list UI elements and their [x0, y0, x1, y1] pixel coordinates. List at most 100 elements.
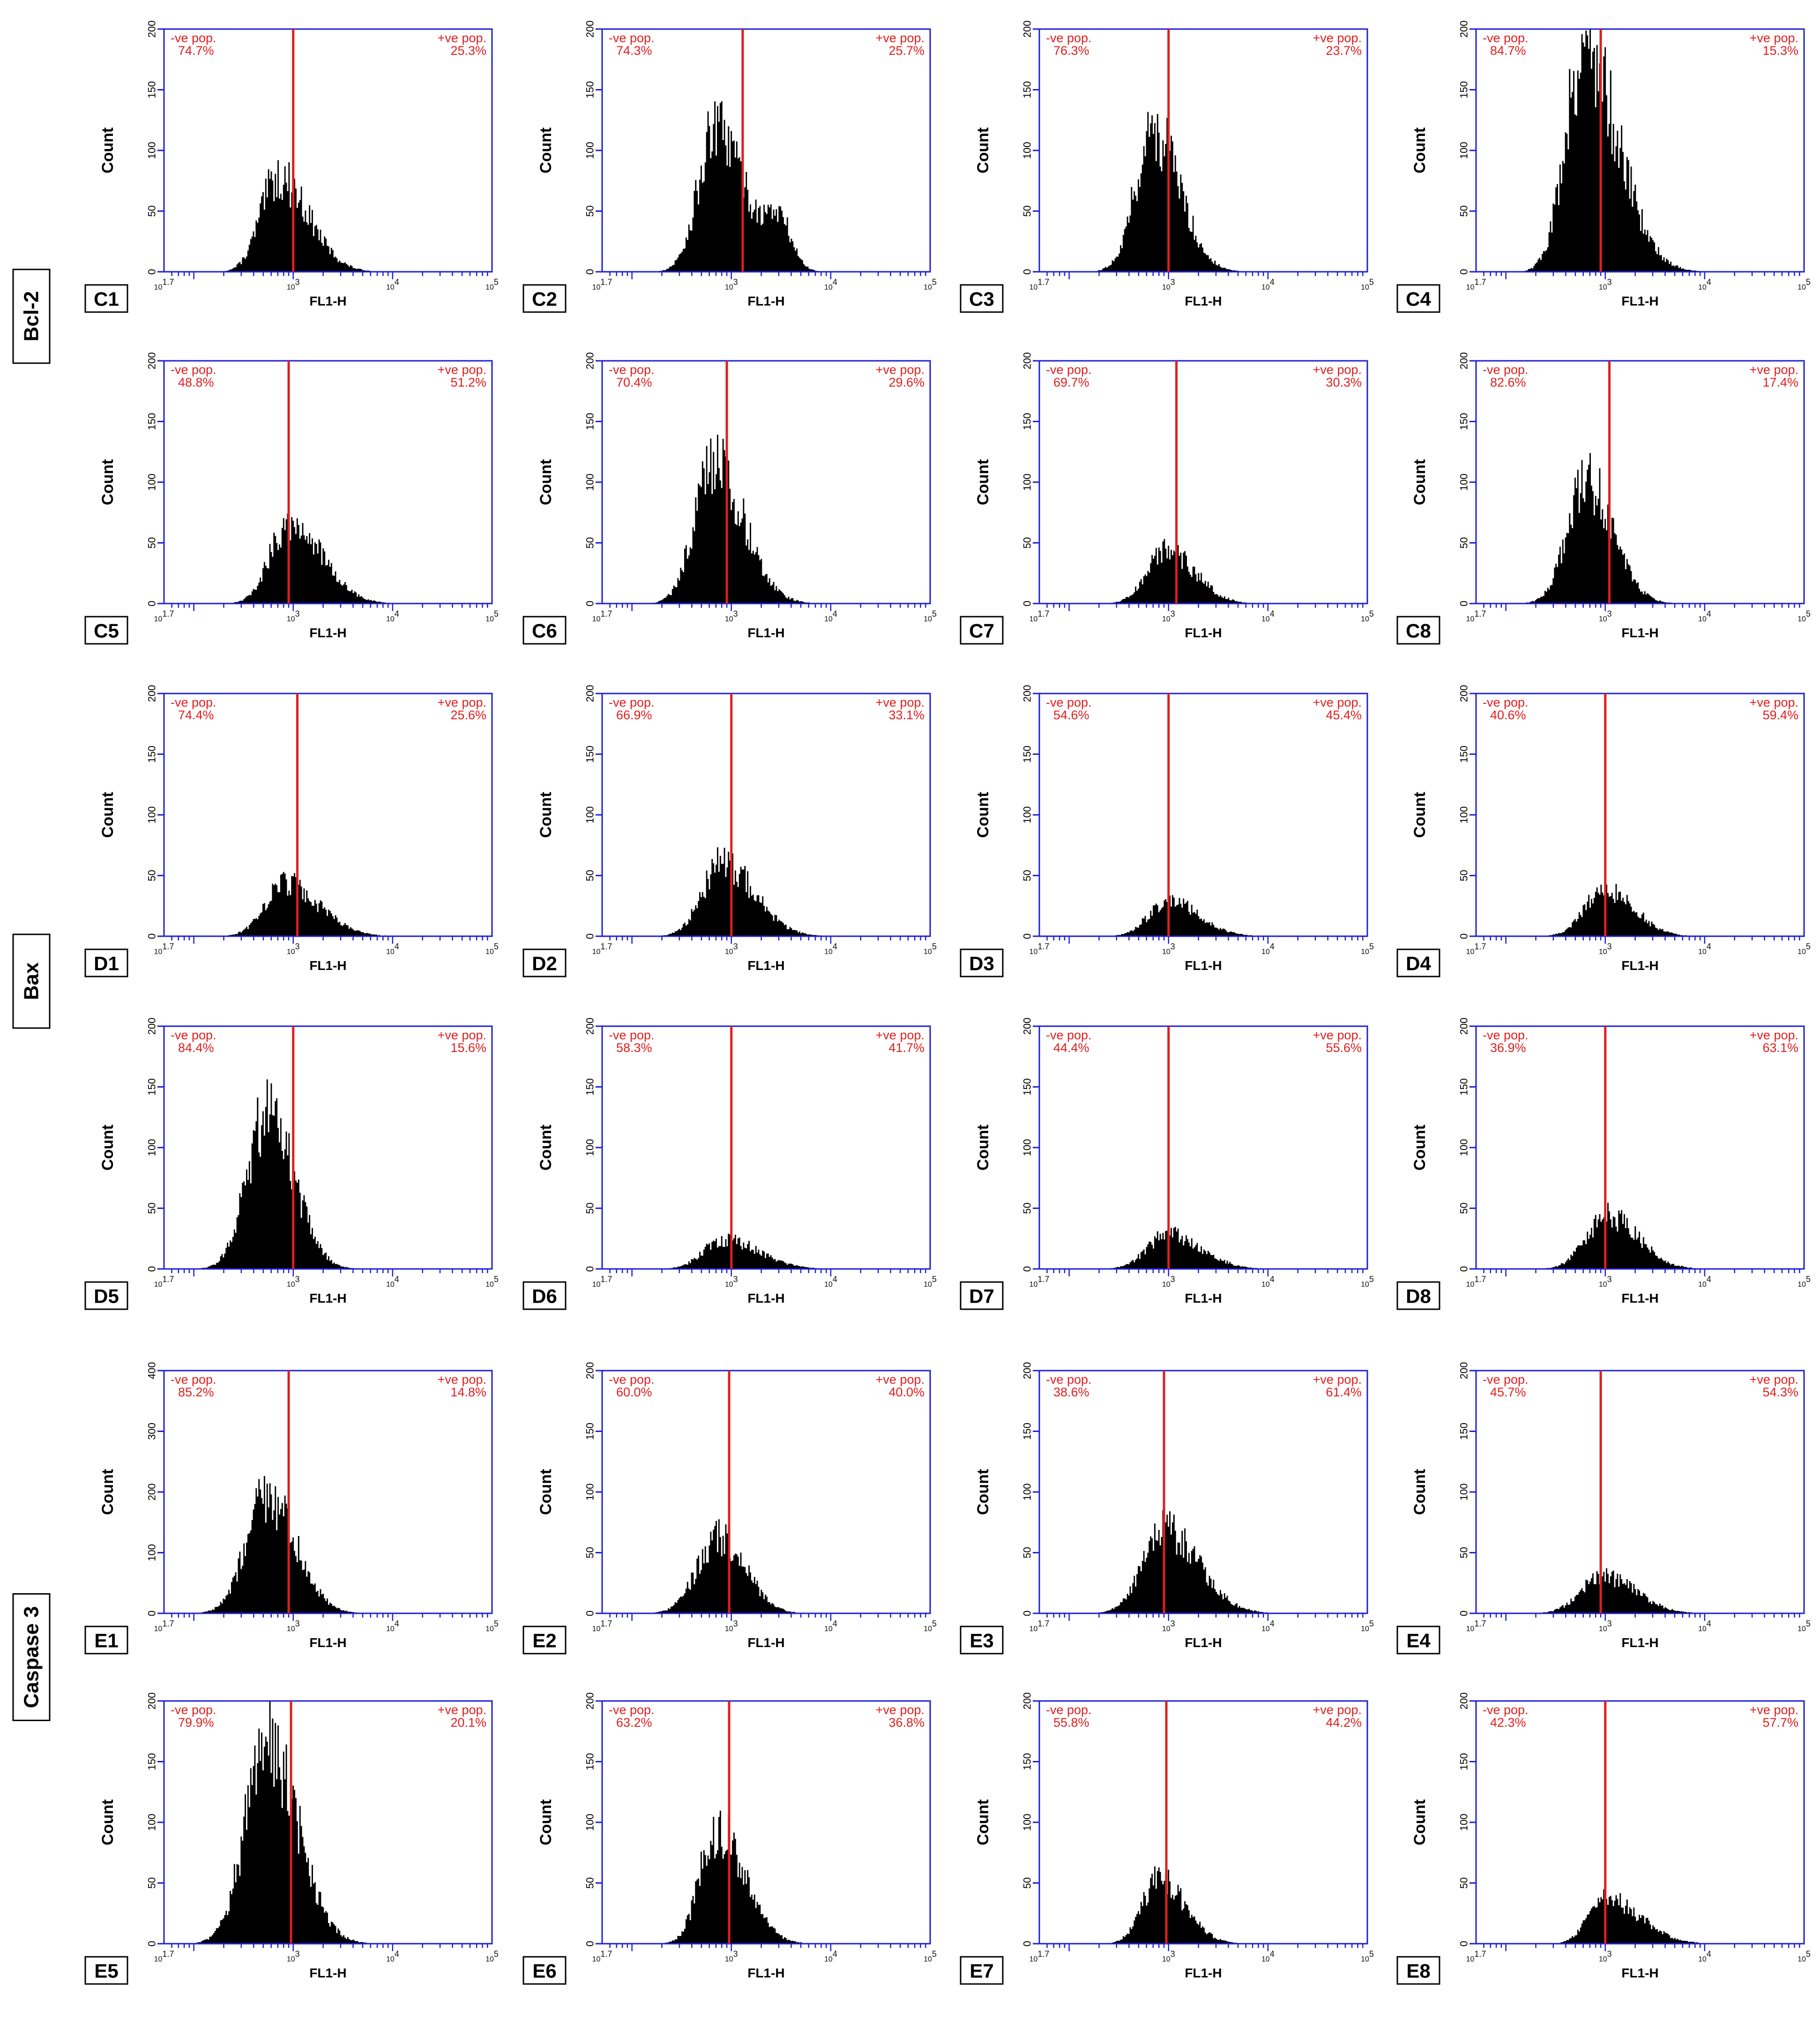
y-tick-label: 100 — [1458, 474, 1470, 491]
row-group-2: Caspase 3 — [12, 1593, 51, 1721]
y-axis-label: Count — [974, 459, 992, 505]
pos-pop-percent: 25.6% — [450, 708, 486, 722]
x-axis-label: FL1-H — [1185, 1291, 1222, 1305]
panel-id-label: E6 — [532, 1960, 556, 1982]
pos-pop-label: +ve pop. — [1313, 363, 1362, 377]
x-tick-label: 103 — [1162, 609, 1175, 623]
y-tick-label: 50 — [1458, 205, 1470, 216]
x-tick-label: 101.7 — [592, 1275, 612, 1289]
x-tick-label: 103 — [287, 277, 300, 291]
x-tick-label: 105 — [485, 1275, 499, 1289]
x-tick-label: 105 — [1798, 609, 1811, 623]
histogram-bars — [602, 1811, 930, 1944]
x-tick-label: 105 — [485, 942, 499, 956]
y-tick-label: 150 — [146, 1078, 158, 1096]
pos-pop-percent: 36.8% — [888, 1715, 925, 1730]
panel-id-label: E3 — [970, 1630, 993, 1652]
y-axis-label: Count — [974, 1469, 992, 1515]
y-tick-label: 200 — [146, 352, 158, 370]
x-tick-label: 103 — [1162, 1949, 1175, 1963]
neg-pop-label: -ve pop. — [1046, 363, 1092, 377]
pos-pop-percent: 57.7% — [1762, 1715, 1798, 1730]
panel-D8: 0 50 100 150 200 101.7 103 104 105 FL1-H Count -ve … — [1396, 1018, 1811, 1310]
neg-pop-percent: 42.3% — [1490, 1715, 1526, 1730]
y-tick-label: 150 — [146, 1753, 158, 1770]
panel-id-box — [522, 1281, 567, 1310]
y-tick-label: 50 — [146, 1202, 158, 1214]
neg-pop-percent: 44.4% — [1053, 1041, 1089, 1055]
x-axis-label: FL1-H — [309, 294, 346, 308]
y-tick-label: 50 — [1022, 1877, 1033, 1888]
panel-id-box — [522, 284, 567, 313]
panel-id-box — [84, 948, 128, 977]
x-tick-label: 105 — [1361, 942, 1374, 956]
panel-id-label: C8 — [1406, 620, 1431, 642]
y-tick-label: 0 — [1022, 601, 1033, 606]
neg-pop-label: -ve pop. — [1483, 1703, 1529, 1717]
y-tick-label: 150 — [584, 1753, 596, 1770]
histogram-bars — [1476, 1889, 1804, 1944]
neg-pop-label: -ve pop. — [1046, 1028, 1092, 1042]
x-tick-label: 103 — [287, 609, 300, 623]
neg-pop-percent: 36.9% — [1490, 1041, 1526, 1055]
y-axis-label: Count — [1411, 127, 1429, 173]
x-tick-label: 103 — [1599, 277, 1612, 291]
y-axis-label: Count — [537, 127, 555, 173]
panel-id-box — [84, 1956, 128, 1985]
y-tick-label: 0 — [1458, 269, 1470, 275]
x-tick-label: 104 — [1698, 942, 1711, 956]
neg-pop-percent: 48.8% — [178, 375, 214, 389]
y-tick-label: 300 — [146, 1423, 158, 1440]
pos-pop-label: +ve pop. — [1750, 1703, 1798, 1717]
panel-D5: 0 50 100 150 200 101.7 103 104 105 FL1-H Count -ve … — [84, 1018, 499, 1310]
x-tick-label: 103 — [1162, 942, 1175, 956]
y-tick-label: 200 — [1022, 1693, 1033, 1710]
neg-pop-percent: 66.9% — [616, 708, 652, 722]
panel-E1: 0 100 200 300 400 101.7 103 104 105 FL1-H Count -ve… — [84, 1362, 499, 1655]
y-tick-label: 0 — [1022, 1266, 1033, 1272]
y-tick-label: 50 — [1458, 870, 1470, 881]
panel-id-box — [522, 948, 567, 977]
y-tick-label: 0 — [146, 1611, 158, 1616]
panel-id-label: C4 — [1406, 288, 1431, 310]
histogram-bars — [1476, 1202, 1804, 1269]
histogram-bars — [602, 434, 930, 604]
x-axis-label: FL1-H — [747, 294, 784, 308]
x-tick-label: 103 — [1599, 942, 1612, 956]
y-tick-label: 0 — [584, 269, 596, 275]
pos-pop-label: +ve pop. — [876, 1028, 925, 1042]
x-tick-label: 103 — [1162, 1619, 1175, 1633]
pos-pop-percent: 29.6% — [888, 375, 925, 389]
y-axis-label: Count — [99, 1469, 117, 1515]
y-tick-label: 0 — [1022, 933, 1033, 939]
panel-E8: 0 50 100 150 200 101.7 103 104 105 FL1-H Count -ve … — [1396, 1693, 1811, 1985]
x-tick-label: 104 — [386, 1619, 399, 1633]
y-tick-label: 50 — [146, 870, 158, 881]
y-tick-label: 0 — [146, 601, 158, 606]
pos-pop-label: +ve pop. — [1750, 31, 1798, 45]
y-tick-label: 100 — [1022, 1139, 1033, 1156]
x-axis-label: FL1-H — [747, 1291, 784, 1305]
neg-pop-percent: 54.6% — [1053, 708, 1089, 722]
neg-pop-label: -ve pop. — [609, 363, 655, 377]
y-tick-label: 150 — [584, 413, 596, 430]
x-tick-label: 104 — [386, 1949, 399, 1963]
y-axis-label: Count — [974, 1799, 992, 1845]
y-tick-label: 200 — [584, 685, 596, 702]
y-tick-label: 100 — [584, 1139, 596, 1156]
panel-E6: 0 50 100 150 200 101.7 103 104 105 FL1-H Count -ve … — [522, 1693, 937, 1985]
pos-pop-label: +ve pop. — [438, 363, 486, 377]
neg-pop-label: -ve pop. — [171, 695, 216, 709]
x-tick-label: 104 — [1261, 1619, 1275, 1633]
neg-pop-label: -ve pop. — [171, 31, 216, 45]
y-tick-label: 50 — [1458, 1877, 1470, 1888]
x-tick-label: 104 — [1261, 1949, 1275, 1963]
panel-D2: 0 50 100 150 200 101.7 103 104 105 FL1-H Count -ve … — [522, 685, 937, 977]
pos-pop-label: +ve pop. — [438, 1703, 486, 1717]
y-tick-label: 400 — [146, 1362, 158, 1380]
neg-pop-label: -ve pop. — [171, 1703, 216, 1717]
x-axis-label: FL1-H — [1621, 958, 1658, 973]
x-tick-label: 105 — [1361, 277, 1374, 291]
x-tick-label: 103 — [287, 1619, 300, 1633]
y-tick-label: 100 — [146, 806, 158, 824]
